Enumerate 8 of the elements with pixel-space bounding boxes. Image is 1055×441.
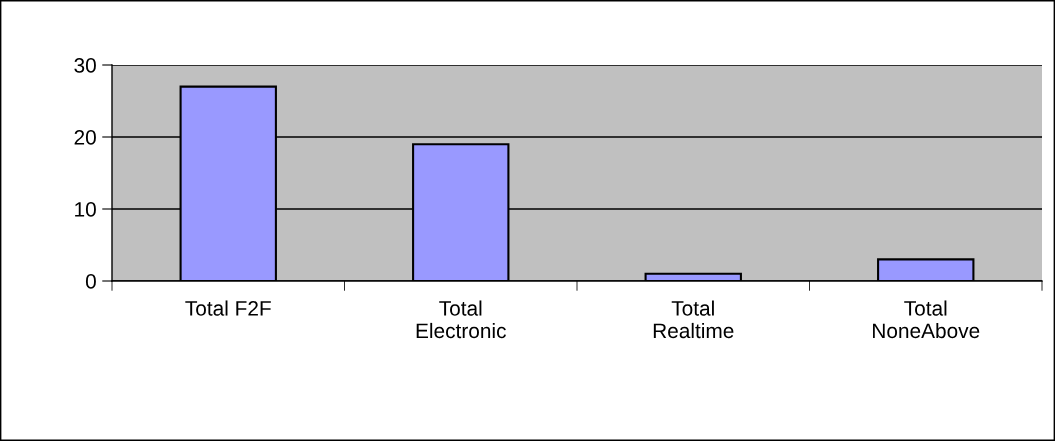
y-tick-label: 20 xyxy=(74,130,96,145)
y-tick-label: 0 xyxy=(85,274,96,289)
x-tick-label: Total F2F xyxy=(185,300,271,316)
x-tick-label: Total NoneAbove xyxy=(873,300,980,339)
y-tick-label: 30 xyxy=(74,58,96,73)
y-tick-label: 10 xyxy=(75,202,96,217)
x-tick-label: Total Electronic xyxy=(416,300,506,339)
x-tick-label: Total Realtime xyxy=(653,300,734,339)
